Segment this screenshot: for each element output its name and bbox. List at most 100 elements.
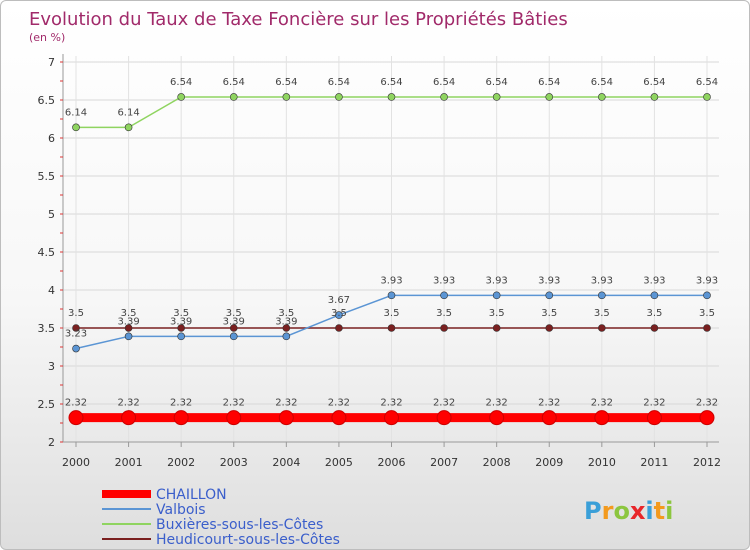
data-label: 3.5 [68,308,84,319]
data-point [646,410,662,426]
x-tick-label: 2006 [378,456,406,469]
data-point [124,123,133,132]
data-point [229,332,238,341]
data-point [703,324,711,332]
logo-letter: x [630,497,646,525]
data-point [335,93,343,101]
data-labels: 2.32 2.32 2.32 2.32 2.32 2.32 2.32 2.32 2.32 2.32… [65,77,718,409]
data-label: 6.54 [275,77,297,88]
data-label: 2.32 [696,398,718,409]
logo-letter: o [613,497,630,525]
data-label: 6.54 [538,77,560,88]
data-point [594,410,610,426]
axes: 2 2.5 3 3.5 4 4.5 5 5.5 6 6.5 7 2000 2001 2002 2003 200… [38,54,721,469]
chart-subtitle: (en %) [29,31,65,44]
data-point [703,291,711,300]
chart-title: Evolution du Taux de Taxe Foncière sur l… [29,9,568,30]
legend-label: CHAILLON [156,487,227,503]
logo-letter: i [665,497,673,525]
x-tick-label: 2002 [167,456,195,469]
data-point [489,410,505,426]
data-label: 2.32 [117,398,139,409]
data-label: 2.32 [538,398,560,409]
x-tick-label: 2008 [483,456,511,469]
data-label: 6.54 [486,77,508,88]
data-point [124,332,133,341]
data-point [384,410,399,426]
data-point [492,93,501,101]
data-label: 3.5 [173,308,189,319]
y-tick-label: 2 [48,436,55,449]
x-tick-label: 2009 [535,456,563,469]
logo-letter: P [584,497,602,525]
proxiti-logo: Proxiti [584,497,673,525]
legend-label: Valbois [156,502,206,518]
data-label: 2.32 [380,398,402,409]
data-point [72,344,80,353]
data-point [650,291,659,300]
data-point [229,93,238,101]
data-point [68,410,84,426]
data-point [440,93,448,101]
data-label: 6.54 [328,77,350,88]
legend-label: Buxières-sous-les-Côtes [156,517,323,533]
data-label: 3.39 [223,316,245,327]
y-tick-label: 7 [48,56,55,69]
data-label: 3.93 [380,275,402,286]
data-label: 2.32 [223,398,245,409]
data-point [440,324,448,332]
data-point [492,324,501,332]
data-label: 3.5 [699,308,715,319]
logo-letter: t [654,497,665,525]
x-tick-label: 2003 [220,456,248,469]
x-tick-label: 2004 [272,456,300,469]
data-point [436,410,452,426]
data-label: 3.93 [486,275,508,286]
y-tick-label: 6.5 [38,94,56,107]
y-tick-label: 4.5 [38,246,56,259]
data-point [229,324,238,332]
data-label: 6.54 [696,77,718,88]
data-label: 3.5 [646,308,662,319]
data-point [598,93,606,101]
data-point [387,93,396,101]
data-point [177,324,185,332]
data-label: 3.5 [331,308,347,319]
data-label: 3.23 [65,329,87,340]
data-point [173,410,189,426]
data-label: 6.54 [170,77,192,88]
data-point [541,410,557,426]
y-tick-label: 2.5 [38,398,56,411]
x-tick-label: 2007 [430,456,458,469]
data-point [545,291,554,300]
x-tick-label: 2011 [640,456,668,469]
data-point [335,324,343,332]
data-label: 2.32 [275,398,297,409]
data-point [598,291,606,300]
x-tick-label: 2010 [588,456,616,469]
data-label: 3.93 [433,275,455,286]
data-label: 6.14 [65,107,87,118]
data-label: 3.67 [328,295,350,306]
data-label: 2.32 [433,398,455,409]
data-point [282,93,291,101]
data-point [387,324,396,332]
data-point [72,123,80,132]
y-tick-label: 5 [48,208,55,221]
y-tick-label: 3 [48,360,55,373]
data-label: 3.93 [538,275,560,286]
data-label: 3.5 [594,308,610,319]
data-label: 6.54 [223,77,245,88]
data-label: 2.32 [170,398,192,409]
data-point [124,324,133,332]
data-point [177,332,185,341]
y-tick-label: 4 [48,284,55,297]
data-label: 3.5 [541,308,557,319]
data-label: 2.32 [643,398,665,409]
grid [63,56,719,443]
data-label: 3.39 [275,316,297,327]
x-tick-label: 2012 [693,456,721,469]
data-point [177,93,185,101]
